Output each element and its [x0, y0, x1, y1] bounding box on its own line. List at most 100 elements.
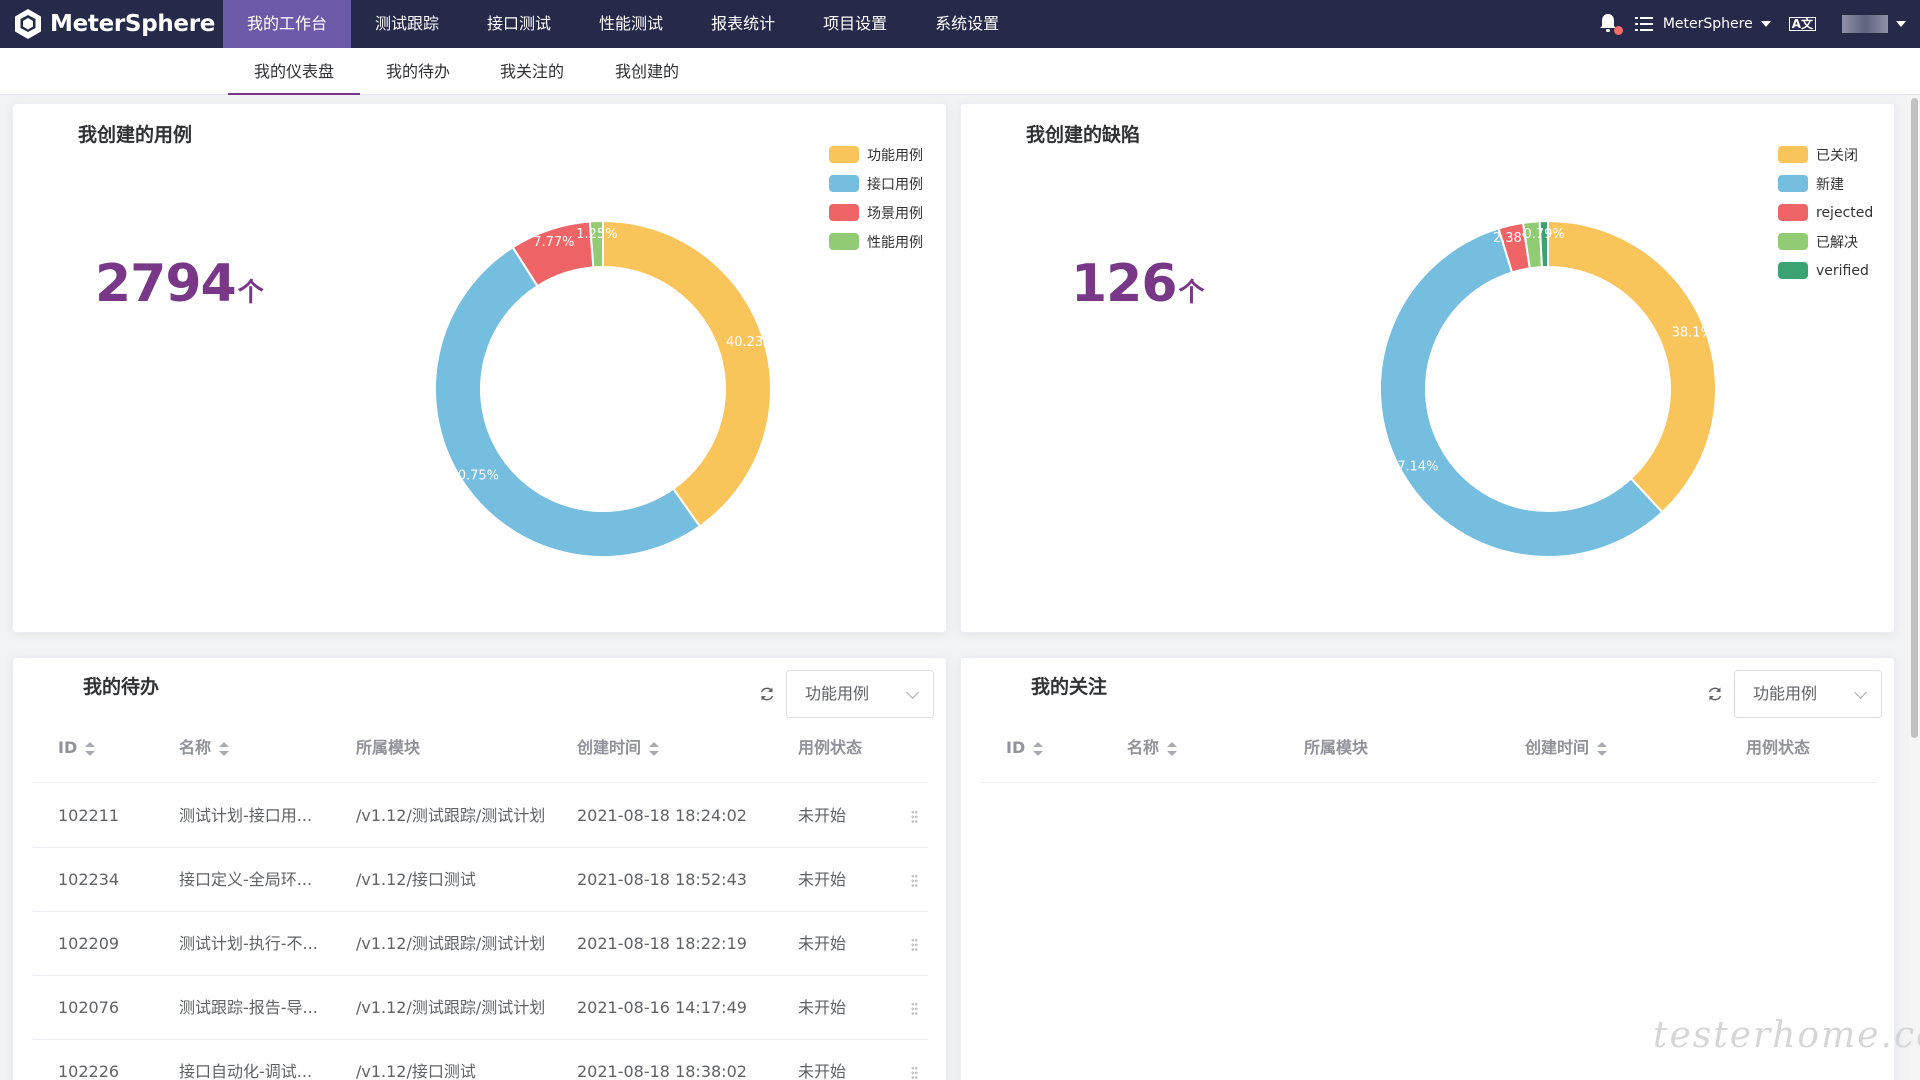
legend-label: 场景用例 — [867, 205, 923, 222]
refresh-icon[interactable] — [1706, 685, 1724, 703]
donut-slice-label: 50.75% — [449, 468, 499, 483]
donut-slice-label: 7.77% — [533, 235, 574, 250]
donut-slice-0[interactable] — [1547, 219, 1717, 514]
donut-slice-label: 38.1% — [1672, 325, 1713, 340]
donut-slice-0[interactable] — [602, 219, 772, 528]
watermark: testerhome.com — [1653, 1015, 1920, 1056]
legend-item[interactable]: 已解决 — [1778, 227, 1873, 256]
legend-item[interactable]: rejected — [1778, 198, 1873, 227]
scrollbar-thumb[interactable] — [1911, 98, 1918, 738]
legend-item[interactable]: 新建 — [1778, 169, 1873, 198]
cell-name[interactable]: 测试跟踪-报告-导... — [179, 998, 318, 1017]
cell-name[interactable]: 接口自动化-调试... — [179, 1062, 313, 1080]
table-row[interactable]: 102211 测试计划-接口用... /v1.12/测试跟踪/测试计划 2021… — [33, 784, 928, 848]
th-label: 名称 — [179, 738, 212, 757]
todo-card: 我的待办 功能用例 ID 名称 所属模块 创建时间 用例状态 102211 测试… — [12, 657, 947, 1080]
nav-system-settings[interactable]: 系统设置 — [935, 14, 1000, 33]
cell-id: 102076 — [58, 998, 120, 1017]
tab-my-created[interactable]: 我创建的 — [614, 62, 679, 81]
cell-id: 102211 — [58, 806, 120, 825]
sort-icon[interactable] — [85, 741, 96, 756]
table-row[interactable]: 102209 测试计划-执行-不... /v1.12/测试跟踪/测试计划 202… — [33, 912, 928, 976]
sort-icon[interactable] — [219, 741, 230, 756]
drag-handle-icon[interactable] — [911, 810, 918, 824]
drag-handle-icon[interactable] — [911, 938, 918, 952]
bugs-donut-chart: 38.1%57.14%2.38%0.79% — [1379, 219, 1717, 558]
legend-item[interactable]: verified — [1778, 256, 1873, 285]
todo-type-select[interactable]: 功能用例 — [786, 670, 934, 718]
legend-label: 性能用例 — [867, 234, 923, 251]
nav-test-track[interactable]: 测试跟踪 — [375, 14, 440, 33]
cell-time: 2021-08-18 18:38:02 — [577, 1062, 747, 1080]
logo[interactable]: MeterSphere — [0, 0, 223, 48]
legend-item[interactable]: 功能用例 — [829, 140, 923, 169]
legend-item[interactable]: 性能用例 — [829, 227, 923, 256]
sort-icon[interactable] — [1597, 741, 1608, 756]
follow-type-select[interactable]: 功能用例 — [1734, 670, 1882, 718]
drag-handle-icon[interactable] — [911, 1002, 918, 1016]
legend-swatch — [1778, 262, 1808, 279]
nav-performance-test[interactable]: 性能测试 — [599, 14, 664, 33]
sort-icon[interactable] — [1167, 741, 1178, 756]
tab-my-follows[interactable]: 我关注的 — [499, 62, 564, 81]
th-id[interactable]: ID — [1006, 713, 1044, 783]
bugs-count-value: 126 — [1071, 254, 1178, 314]
cell-id: 102209 — [58, 934, 120, 953]
cases-donut-chart: 40.23% 50.75% 7.77%1.25% — [434, 219, 776, 558]
th-name[interactable]: 名称 — [1127, 713, 1178, 783]
workspace-name[interactable]: MeterSphere — [1662, 16, 1753, 32]
th-created-time[interactable]: 创建时间 — [577, 713, 660, 783]
page-scrollbar[interactable] — [1909, 95, 1920, 1080]
nav-report-statistics[interactable]: 报表统计 — [711, 14, 776, 33]
workspace-list-icon[interactable] — [1634, 16, 1653, 32]
bugs-count: 126个 — [1071, 254, 1205, 314]
sort-icon[interactable] — [1033, 741, 1044, 756]
cell-name[interactable]: 测试计划-执行-不... — [179, 934, 318, 953]
legend-label: 功能用例 — [867, 147, 923, 164]
th-name[interactable]: 名称 — [179, 713, 230, 783]
nav-api-test[interactable]: 接口测试 — [487, 14, 552, 33]
donut-slice-4[interactable] — [1538, 219, 1549, 269]
legend-swatch — [829, 146, 859, 163]
legend-label: 新建 — [1816, 176, 1844, 193]
user-dropdown-caret-icon[interactable] — [1896, 21, 1906, 27]
workspace-dropdown-caret-icon[interactable] — [1760, 21, 1771, 27]
legend-swatch — [829, 233, 859, 250]
legend-item[interactable]: 已关闭 — [1778, 140, 1873, 169]
donut-slice-label: 57.14% — [1389, 459, 1439, 474]
cell-status: 未开始 — [798, 870, 847, 889]
tab-my-dashboard[interactable]: 我的仪表盘 — [228, 48, 360, 95]
th-id[interactable]: ID — [58, 713, 96, 783]
cell-name[interactable]: 接口定义-全局环... — [179, 870, 313, 889]
nav-my-workbench[interactable]: 我的工作台 — [223, 0, 352, 48]
cases-count-unit: 个 — [237, 278, 264, 308]
cases-card-title: 我创建的用例 — [78, 124, 193, 146]
refresh-icon[interactable] — [758, 685, 776, 703]
drag-handle-icon[interactable] — [911, 874, 918, 888]
sort-icon[interactable] — [649, 741, 660, 756]
cell-status: 未开始 — [798, 998, 847, 1017]
legend-label: 已解决 — [1816, 234, 1858, 251]
th-module: 所属模块 — [1304, 738, 1369, 757]
tab-my-todo[interactable]: 我的待办 — [385, 62, 450, 81]
th-label: 创建时间 — [577, 738, 642, 757]
donut-slice-1[interactable] — [434, 245, 702, 558]
donut-slice-1[interactable] — [1379, 227, 1664, 558]
cell-name[interactable]: 测试计划-接口用... — [179, 806, 313, 825]
user-avatar[interactable] — [1842, 15, 1888, 33]
logo-text: MeterSphere — [50, 11, 216, 37]
legend-item[interactable]: 场景用例 — [829, 198, 923, 227]
th-created-time[interactable]: 创建时间 — [1525, 713, 1608, 783]
notification-bell-icon[interactable] — [1599, 13, 1623, 35]
drag-handle-icon[interactable] — [911, 1066, 918, 1080]
table-row[interactable]: 102226 接口自动化-调试... /v1.12/接口测试 2021-08-1… — [33, 1040, 928, 1080]
legend-swatch — [1778, 175, 1808, 192]
table-row[interactable]: 102234 接口定义-全局环... /v1.12/接口测试 2021-08-1… — [33, 848, 928, 912]
legend-label: verified — [1816, 262, 1869, 279]
legend-swatch — [1778, 204, 1808, 221]
nav-project-settings[interactable]: 项目设置 — [823, 14, 888, 33]
donut-slice-3[interactable] — [588, 219, 604, 269]
legend-item[interactable]: 接口用例 — [829, 169, 923, 198]
table-row[interactable]: 102076 测试跟踪-报告-导... /v1.12/测试跟踪/测试计划 202… — [33, 976, 928, 1040]
language-switch-icon[interactable]: A文 — [1788, 17, 1816, 31]
